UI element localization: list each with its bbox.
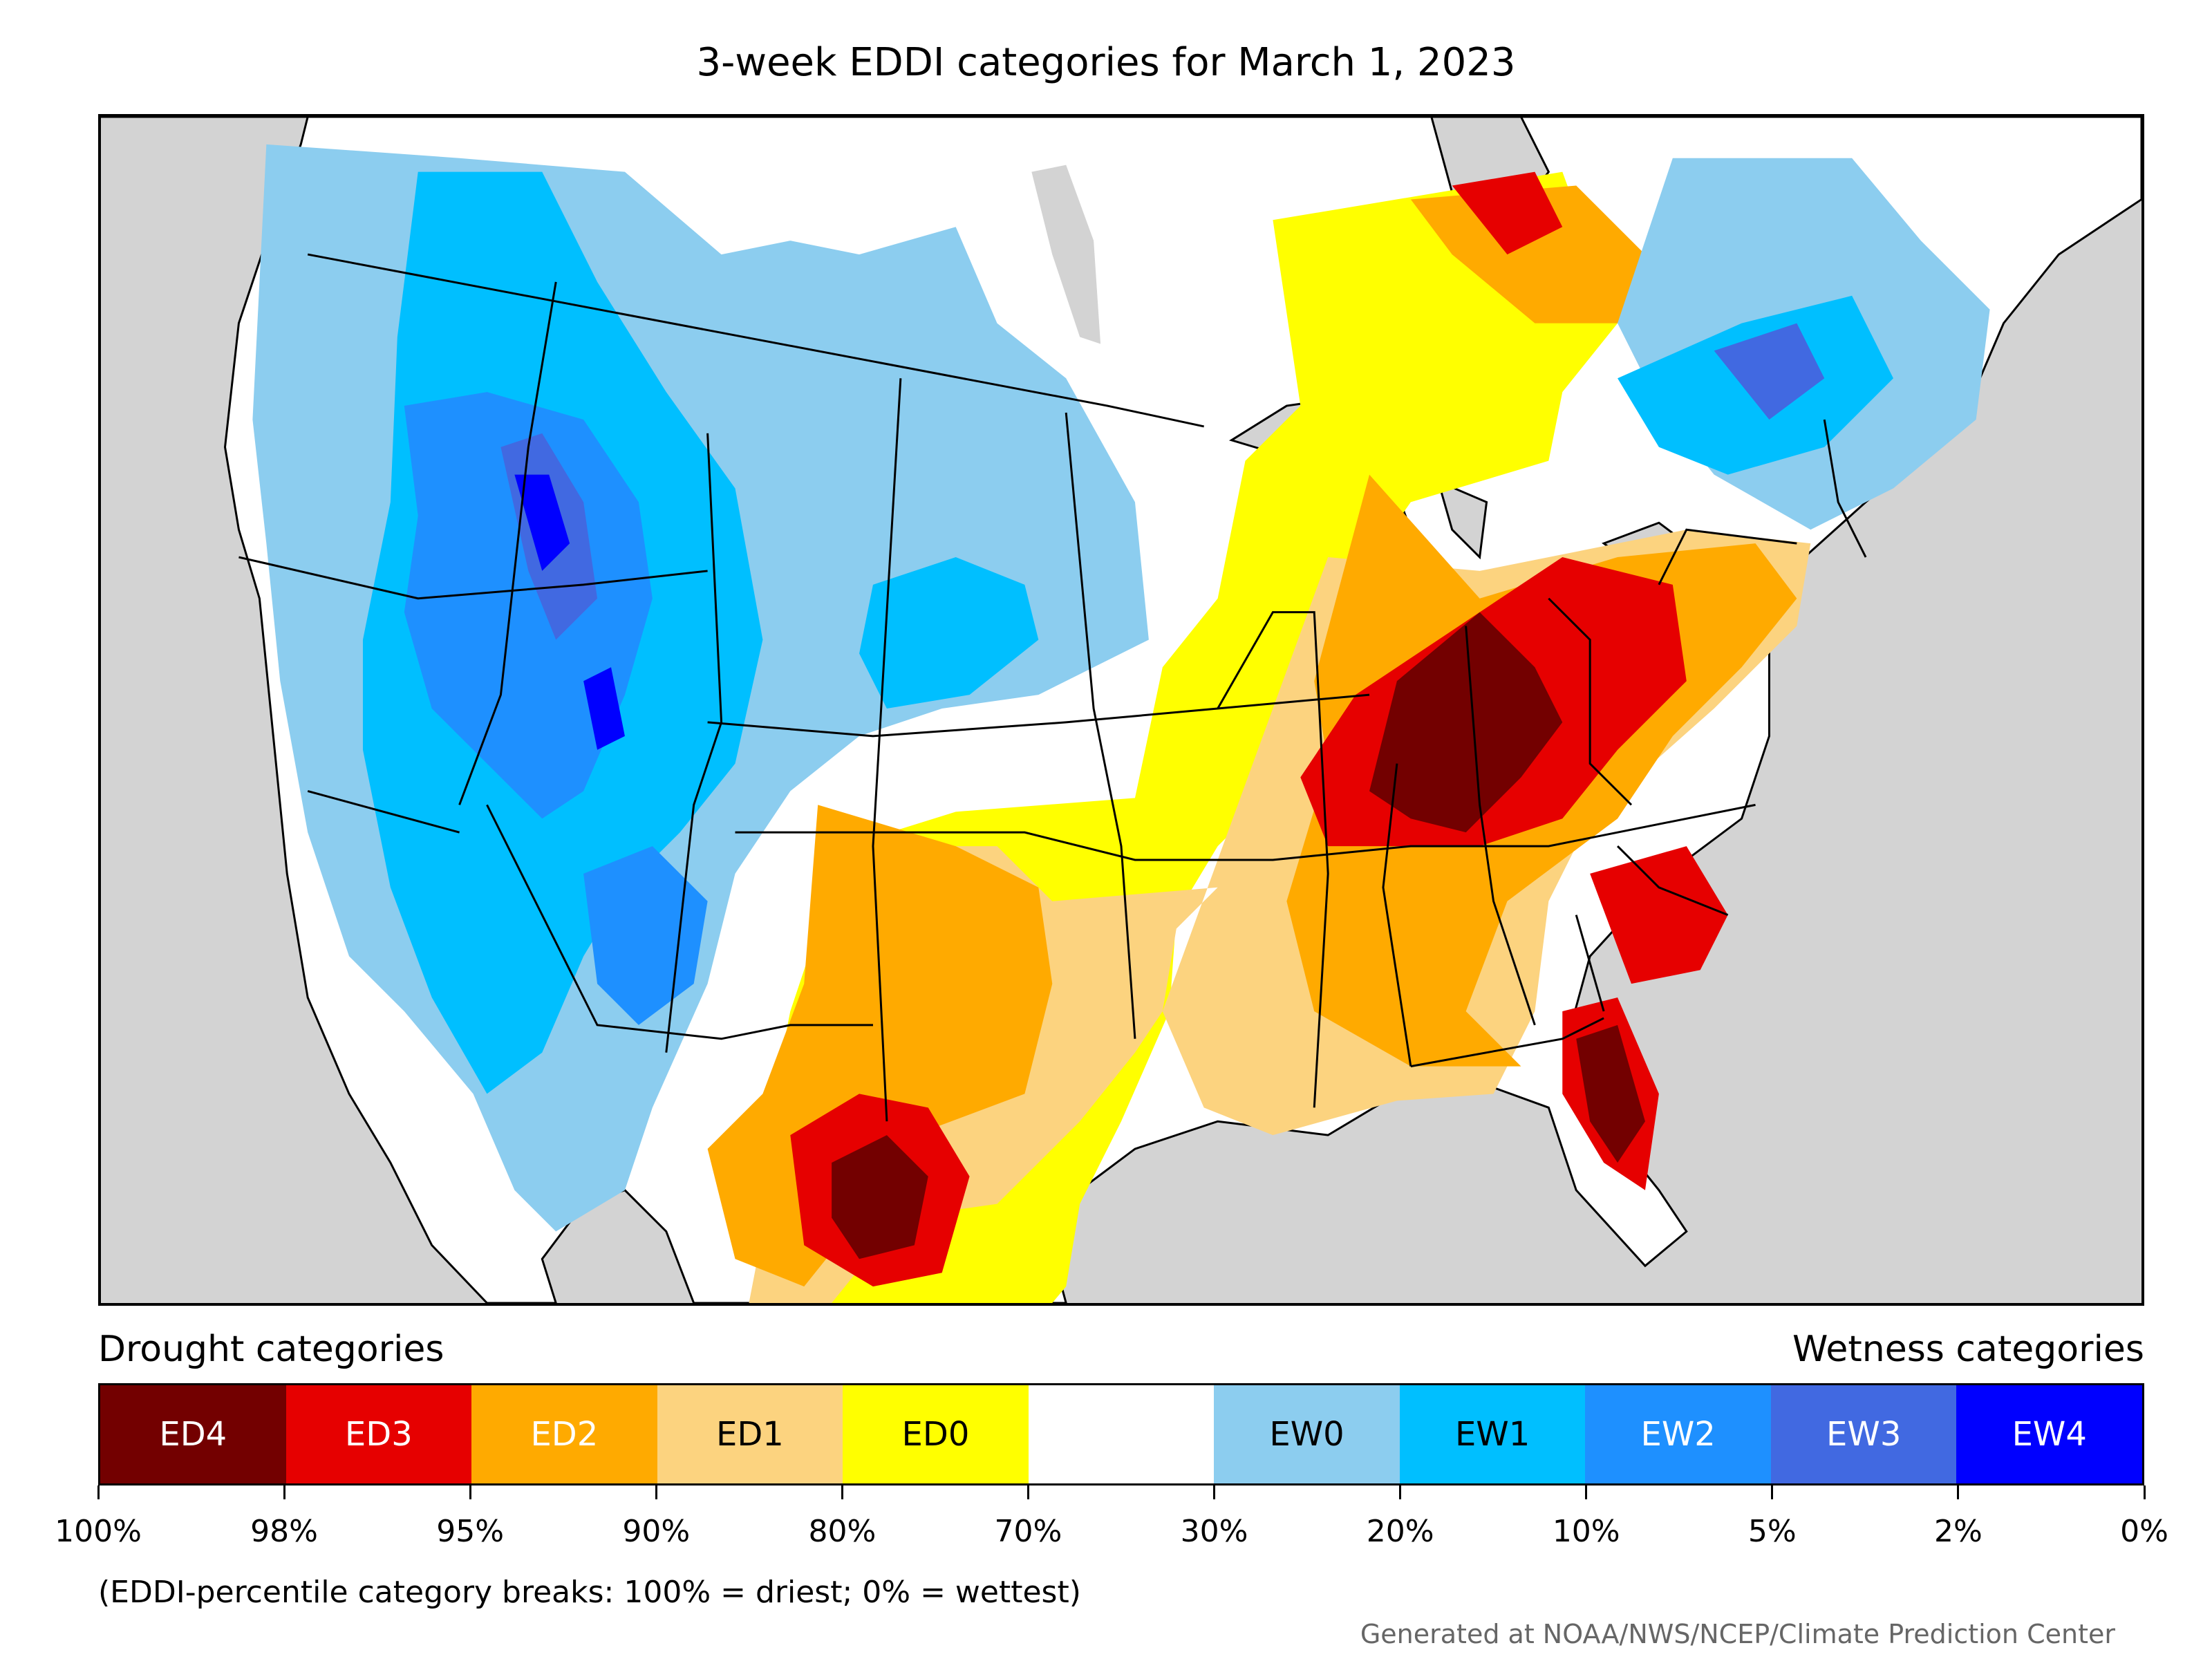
map-panel bbox=[98, 114, 2144, 1306]
colorbar-tick-label: 70% bbox=[994, 1514, 1062, 1549]
map-title: 3-week EDDI categories for March 1, 2023 bbox=[696, 40, 1516, 85]
colorbar-tick bbox=[1027, 1485, 1029, 1499]
colorbar-cell-ed1: ED1 bbox=[657, 1385, 843, 1483]
colorbar-tick bbox=[97, 1485, 100, 1499]
colorbar-cell-ed3: ED3 bbox=[285, 1385, 472, 1483]
drought-categories-label: Drought categories bbox=[98, 1329, 444, 1370]
colorbar-tick bbox=[1213, 1485, 1216, 1499]
colorbar-cell-ed2: ED2 bbox=[471, 1385, 657, 1483]
colorbar-tick-label: 95% bbox=[436, 1514, 505, 1549]
colorbar-tick-label: 80% bbox=[808, 1514, 877, 1549]
colorbar-cell-ed4: ED4 bbox=[100, 1385, 286, 1483]
wetness-categories-label: Wetness categories bbox=[1792, 1329, 2144, 1370]
colorbar-tick bbox=[283, 1485, 285, 1499]
percentile-note: (EDDI-percentile category breaks: 100% =… bbox=[98, 1575, 1081, 1610]
colorbar-cell-ew0: EW0 bbox=[1214, 1385, 1400, 1483]
wetness-regions bbox=[252, 144, 1990, 1232]
colorbar-tick-label: 5% bbox=[1747, 1514, 1797, 1549]
colorbar-tick-label: 2% bbox=[1934, 1514, 1983, 1549]
colorbar-tick bbox=[1957, 1485, 1960, 1499]
lake-winnipeg bbox=[1031, 165, 1101, 344]
colorbar-tick bbox=[2143, 1485, 2146, 1499]
colorbar-tick bbox=[1399, 1485, 1402, 1499]
eddi-map bbox=[101, 117, 2141, 1303]
colorbar-tick-label: 10% bbox=[1552, 1514, 1620, 1549]
colorbar-cell-ed0: ED0 bbox=[843, 1385, 1029, 1483]
colorbar-tick-label: 98% bbox=[250, 1514, 318, 1549]
colorbar-tick bbox=[469, 1485, 471, 1499]
colorbar-cell-ew4: EW4 bbox=[1956, 1385, 2143, 1483]
colorbar-cell-neutral bbox=[1028, 1385, 1215, 1483]
colorbar-tick-label: 100% bbox=[55, 1514, 142, 1549]
colorbar-tick bbox=[1771, 1485, 1774, 1499]
colorbar-tick bbox=[841, 1485, 843, 1499]
colorbar-cell-ew2: EW2 bbox=[1585, 1385, 1771, 1483]
category-colorbar: ED4 ED3 ED2 ED1 ED0 EW0 EW1 EW2 EW3 EW4 bbox=[98, 1383, 2144, 1485]
colorbar-tick-label: 0% bbox=[2120, 1514, 2168, 1549]
colorbar-tick-label: 90% bbox=[622, 1514, 691, 1549]
colorbar-cell-ew3: EW3 bbox=[1770, 1385, 1957, 1483]
state-boundaries bbox=[238, 253, 1867, 1122]
colorbar-tick bbox=[1585, 1485, 1588, 1499]
colorbar-tick bbox=[655, 1485, 657, 1499]
colorbar-tick-label: 20% bbox=[1366, 1514, 1434, 1549]
drought-regions bbox=[707, 171, 1811, 1303]
colorbar-cell-ew1: EW1 bbox=[1399, 1385, 1586, 1483]
credit-line: Generated at NOAA/NWS/NCEP/Climate Predi… bbox=[1360, 1619, 2115, 1649]
colorbar-tick-label: 30% bbox=[1180, 1514, 1248, 1549]
